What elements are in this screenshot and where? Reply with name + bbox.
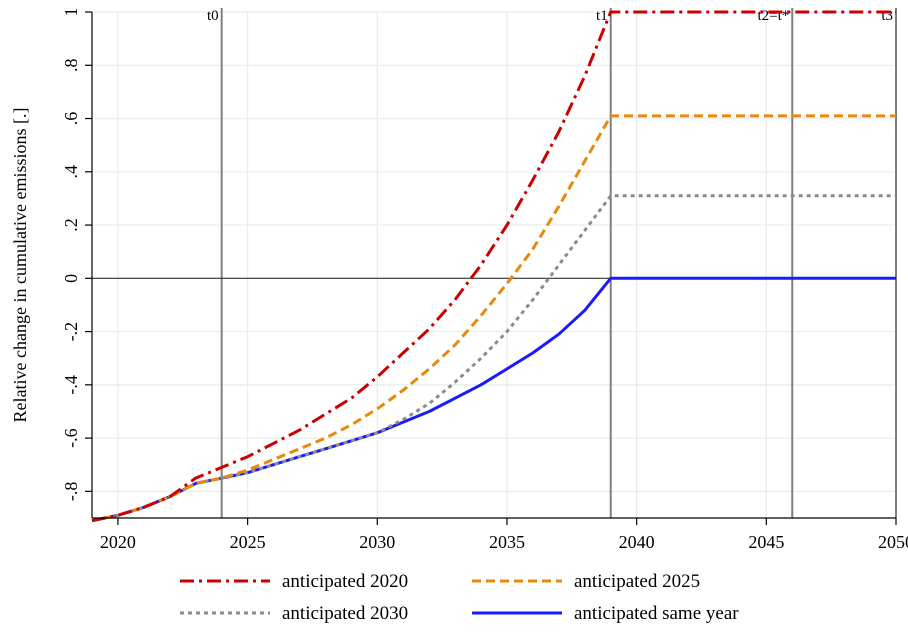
x-tick-label: 2025 bbox=[230, 532, 266, 552]
y-tick-label: -.6 bbox=[61, 428, 81, 448]
y-tick-label: -.4 bbox=[61, 375, 81, 395]
legend-label: anticipated same year bbox=[574, 603, 739, 624]
y-tick-label: 1 bbox=[61, 8, 81, 17]
y-tick-label: .6 bbox=[61, 112, 81, 126]
event-label: t3 bbox=[881, 8, 893, 24]
x-tick-label: 2045 bbox=[748, 532, 784, 552]
y-axis-title: Relative change in cumulative emissions … bbox=[10, 108, 30, 423]
x-tick-label: 2035 bbox=[489, 532, 525, 552]
y-tick-label: -.8 bbox=[61, 482, 81, 502]
x-tick-label: 2040 bbox=[619, 532, 655, 552]
axes: 2020 2025 2030 2035 2040 2045 2050 -.8 -.6 -.4 -.2… bbox=[61, 8, 908, 553]
y-tick-label: 0 bbox=[61, 274, 81, 283]
legend-label: anticipated 2025 bbox=[574, 571, 700, 592]
legend: anticipated 2020 anticipated 2025 anticipa… bbox=[180, 571, 739, 624]
series-lines bbox=[91, 10, 896, 523]
series-line bbox=[91, 114, 896, 523]
x-tick-label: 2020 bbox=[100, 532, 136, 552]
legend-label: anticipated 2030 bbox=[282, 603, 408, 624]
event-label: t1 bbox=[596, 8, 608, 24]
legend-label: anticipated 2020 bbox=[282, 571, 408, 592]
series-line bbox=[91, 194, 896, 523]
y-tick-label: .8 bbox=[61, 59, 81, 73]
x-tick-label: 2050 bbox=[878, 532, 908, 552]
event-label: t0 bbox=[207, 8, 219, 24]
y-tick-label: -.2 bbox=[61, 322, 81, 342]
gridlines bbox=[92, 11, 897, 518]
y-tick-label: .4 bbox=[61, 165, 81, 179]
y-tick-label: .2 bbox=[61, 218, 81, 232]
event-label: t2=t* bbox=[757, 8, 789, 24]
series-line bbox=[91, 10, 896, 523]
x-tick-label: 2030 bbox=[359, 532, 395, 552]
